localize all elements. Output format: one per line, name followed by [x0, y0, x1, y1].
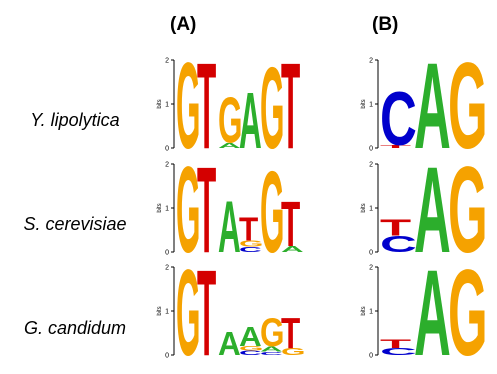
- logo-letter-g: G: [448, 141, 488, 278]
- species-label-s-cerevisiae: S. cerevisiae: [23, 214, 127, 234]
- logo-letter-t: T: [197, 244, 216, 374]
- logo-letter-t: T: [380, 215, 411, 241]
- logo-letter-c: C: [239, 349, 262, 356]
- logo-letter-a: A: [414, 244, 451, 374]
- logo-letter-g: G: [260, 148, 284, 278]
- logo-letter-g: G: [176, 37, 200, 174]
- y-tick-label: 2: [165, 58, 169, 65]
- y-tick-label: 1: [165, 102, 169, 109]
- logo-letter-t: T: [380, 337, 412, 351]
- logo-letter-t: T: [380, 144, 411, 149]
- sequence-logo-b-g-candidum: 2 1 0 bits CT AG: [361, 244, 488, 374]
- logo-letter-g: G: [448, 244, 488, 374]
- logo-letter-a: A: [260, 345, 283, 353]
- axis-label-bits: bits: [157, 203, 163, 212]
- logo-letter-a: A: [218, 325, 241, 362]
- logo-letter-t: T: [281, 37, 300, 174]
- y-tick-label: 2: [369, 265, 373, 272]
- logo-letter-t: T: [281, 309, 300, 358]
- logo-letter-g: G: [176, 244, 200, 374]
- logo-letter-g: G: [239, 239, 264, 249]
- axis-label-bits: bits: [361, 203, 367, 212]
- y-tick-label: 1: [369, 206, 373, 213]
- axis-label-bits: bits: [157, 99, 163, 108]
- y-tick-label: 0: [165, 250, 169, 257]
- logo-letter-a: A: [218, 186, 241, 268]
- logo-letter-t: T: [197, 141, 216, 278]
- logo-letter-g: G: [260, 311, 284, 355]
- y-tick-label: 0: [369, 250, 373, 257]
- logo-letter-c: C: [380, 231, 417, 257]
- species-label-g-candidum: G. candidum: [23, 318, 127, 338]
- logo-letter-c: C: [239, 245, 262, 253]
- logo-letter-g: G: [281, 346, 305, 357]
- logo-letter-t: T: [239, 211, 258, 248]
- y-tick-label: 0: [369, 146, 373, 153]
- logo-letter-g: G: [176, 141, 200, 278]
- y-tick-label: 2: [165, 265, 169, 272]
- species-label-y-lipolytica: Y. lipolytica: [30, 110, 120, 130]
- logo-letter-a: A: [281, 244, 304, 254]
- logo-letter-a: A: [239, 322, 262, 353]
- logo-letter-a: A: [414, 141, 451, 278]
- axis-label-bits: bits: [361, 306, 367, 315]
- y-tick-label: 0: [369, 353, 373, 360]
- y-tick-label: 2: [369, 162, 373, 169]
- y-tick-label: 2: [369, 58, 373, 65]
- logo-letter-t: T: [197, 37, 216, 174]
- y-tick-label: 1: [369, 102, 373, 109]
- logo-letter-a: A: [414, 37, 451, 174]
- logo-letter-a: A: [218, 141, 241, 149]
- panel-label-a: (A): [170, 14, 197, 35]
- y-tick-label: 2: [165, 162, 169, 169]
- panel-label-b: (B): [372, 14, 399, 35]
- logo-letter-g: G: [239, 345, 263, 352]
- y-tick-label: 1: [165, 309, 169, 316]
- logo-letter-t: T: [281, 187, 300, 259]
- axis-label-bits: bits: [361, 99, 367, 108]
- logo-letter-c: C: [380, 346, 417, 357]
- y-tick-label: 0: [165, 146, 169, 153]
- logo-letter-g: G: [218, 84, 242, 157]
- y-tick-label: 1: [369, 309, 373, 316]
- logo-letter-c: C: [260, 351, 283, 356]
- logo-letter-a: A: [239, 76, 262, 165]
- y-tick-label: 1: [165, 206, 169, 213]
- logo-letter-g: G: [448, 37, 488, 174]
- y-tick-label: 0: [165, 353, 169, 360]
- logo-letter-g: G: [260, 44, 284, 174]
- axis-label-bits: bits: [157, 306, 163, 315]
- logo-letter-c: C: [380, 76, 417, 162]
